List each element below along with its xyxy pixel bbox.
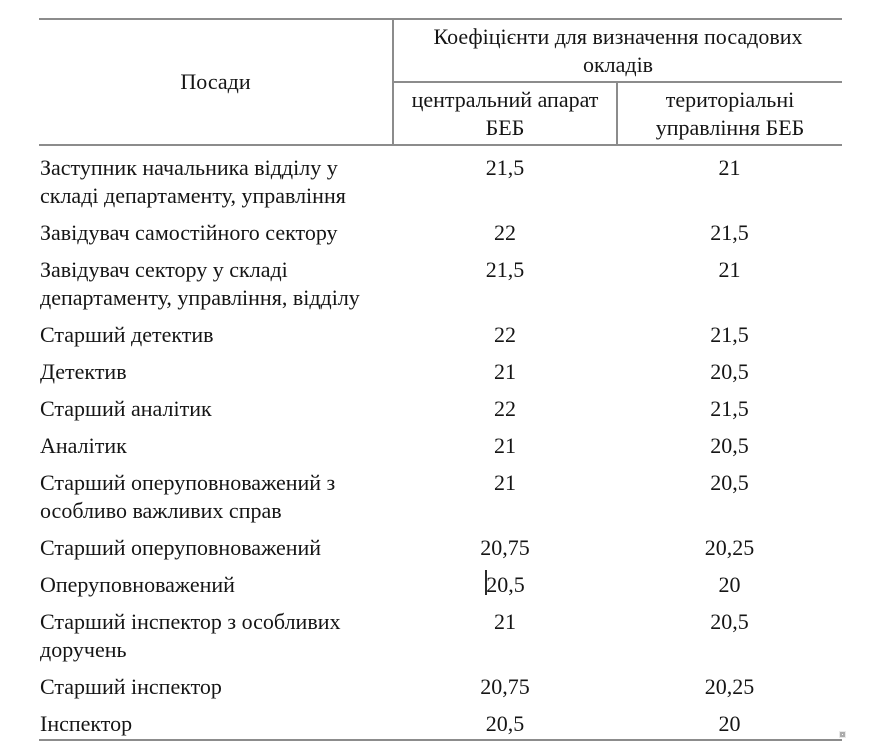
position-cell[interactable]: Старший аналітик: [40, 396, 212, 421]
central-value-cell[interactable]: 20,5: [393, 563, 617, 600]
central-value-cell[interactable]: 22: [494, 396, 516, 421]
territorial-value-cell[interactable]: 21,5: [710, 396, 749, 421]
position-cell[interactable]: Детектив: [40, 359, 127, 384]
column-header-central-apparatus[interactable]: центральний апарат БЕБ: [393, 82, 618, 146]
column-header-territorial-administrations[interactable]: територіальні управління БЕБ: [617, 82, 843, 146]
position-cell[interactable]: Старший інспектор: [40, 674, 222, 699]
territorial-value-cell[interactable]: 20,5: [710, 359, 749, 384]
central-value-cell[interactable]: 20,75: [480, 674, 530, 699]
territorial-value-cell[interactable]: 21,5: [710, 322, 749, 347]
central-value-cell[interactable]: 20,75: [480, 535, 530, 560]
central-value-cell[interactable]: 21,5: [485, 257, 525, 282]
central-value-cell[interactable]: 21: [494, 359, 516, 384]
territorial-value-cell[interactable]: 21,5: [710, 220, 749, 245]
table-row: Інспектор 20,5 20: [39, 702, 842, 740]
table-row: Старший детектив 22 21,5: [39, 313, 842, 350]
territorial-value-cell[interactable]: 20: [718, 711, 741, 736]
territorial-value-cell[interactable]: 20: [718, 572, 741, 597]
territorial-value-cell[interactable]: 20,5: [710, 470, 749, 495]
central-value-cell[interactable]: 20,5: [485, 711, 525, 736]
territorial-value-cell[interactable]: 20,5: [710, 433, 749, 458]
table-row: Завідувач самостійного сектору 22 21,5: [39, 211, 842, 248]
territorial-value-cell[interactable]: 21: [718, 155, 741, 180]
territorial-value-cell[interactable]: 20,25: [704, 535, 755, 560]
table-row: Аналітик 21 20,5: [39, 424, 842, 461]
table-row: Заступник начальника відділу у складі де…: [39, 145, 842, 211]
header-row-sub: центральний апарат БЕБ територіальні упр…: [39, 82, 843, 146]
table-row: Оперуповноважений 20,5 20: [39, 563, 842, 600]
central-value-cell[interactable]: 21: [494, 470, 516, 495]
position-cell[interactable]: Інспектор: [40, 711, 133, 736]
header-row-group: Посади Коефіцієнти для визначення посадо…: [39, 19, 843, 146]
column-header-positions[interactable]: Посади: [39, 19, 394, 146]
central-value-cell[interactable]: 22: [494, 220, 516, 245]
position-cell[interactable]: Старший оперуповноважений: [40, 535, 322, 560]
column-header-coefficients-group[interactable]: Коефіцієнти для визначення посадових окл…: [393, 19, 843, 83]
central-value-cell[interactable]: 22: [494, 322, 516, 347]
resize-handle[interactable]: [840, 732, 845, 737]
table-row: Старший оперуповноважений з особливо важ…: [39, 461, 842, 526]
table-row: Старший інспектор 20,75 20,25: [39, 665, 842, 702]
position-cell[interactable]: Старший оперуповноважений з особливо важ…: [40, 470, 336, 523]
table-row: Детектив 21 20,5: [39, 350, 842, 387]
table-row: Завідувач сектору у складі департаменту,…: [39, 248, 842, 313]
table-row: Старший інспектор з особливих доручень 2…: [39, 600, 842, 665]
position-cell[interactable]: Заступник начальника відділу у складі де…: [40, 155, 346, 208]
table-header: Посади Коефіцієнти для визначення посадо…: [39, 19, 843, 146]
table-row: Старший аналітик 22 21,5: [39, 387, 842, 424]
salary-coefficients-table: Посади Коефіцієнти для визначення посадо…: [39, 18, 843, 741]
territorial-value-cell[interactable]: 21: [718, 257, 741, 282]
table-body: Заступник начальника відділу у складі де…: [39, 145, 842, 740]
position-cell[interactable]: Старший інспектор з особливих доручень: [40, 609, 341, 662]
position-cell[interactable]: Оперуповноважений: [40, 572, 235, 597]
position-cell[interactable]: Старший детектив: [40, 322, 214, 347]
central-value-text: 20,5: [486, 572, 525, 597]
central-value-cell[interactable]: 21: [494, 609, 516, 634]
position-cell[interactable]: Завідувач самостійного сектору: [40, 220, 338, 245]
position-cell[interactable]: Завідувач сектору у складі департаменту,…: [40, 257, 360, 310]
territorial-value-cell[interactable]: 20,25: [704, 674, 755, 699]
central-value-cell[interactable]: 21,5: [485, 155, 525, 180]
territorial-value-cell[interactable]: 20,5: [710, 609, 749, 634]
text-cursor: [485, 570, 488, 595]
central-value-cell[interactable]: 21: [494, 433, 516, 458]
table-row: Старший оперуповноважений 20,75 20,25: [39, 526, 842, 563]
position-cell[interactable]: Аналітик: [40, 433, 127, 458]
